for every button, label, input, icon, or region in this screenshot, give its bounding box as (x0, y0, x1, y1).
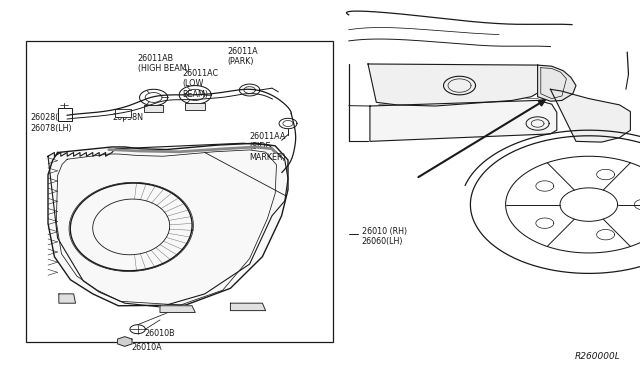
Polygon shape (48, 143, 288, 307)
Polygon shape (48, 143, 288, 306)
Bar (58, 108, 72, 121)
Text: 26011AB
(HIGH BEAM): 26011AB (HIGH BEAM) (138, 54, 189, 73)
Polygon shape (550, 89, 630, 142)
Polygon shape (230, 303, 266, 311)
Bar (115, 109, 131, 117)
Text: 26010A: 26010A (131, 343, 162, 352)
Polygon shape (59, 294, 76, 303)
Polygon shape (370, 100, 557, 141)
Bar (144, 105, 163, 112)
Text: 26028(RH)
26078(LH): 26028(RH) 26078(LH) (31, 113, 74, 133)
Text: 26011AC
(LOW
BEAM): 26011AC (LOW BEAM) (182, 69, 218, 99)
Polygon shape (538, 65, 576, 101)
Polygon shape (160, 306, 195, 312)
Text: 26010 (RH)
26060(LH): 26010 (RH) 26060(LH) (362, 227, 407, 246)
Text: 26010B: 26010B (144, 329, 175, 338)
Text: 26011A
(PARK): 26011A (PARK) (227, 46, 258, 66)
Polygon shape (368, 64, 547, 106)
Bar (185, 103, 205, 110)
Polygon shape (118, 337, 132, 346)
Text: 26011AA
(SIDE
MARKER): 26011AA (SIDE MARKER) (250, 132, 286, 162)
Text: 26038N: 26038N (112, 113, 143, 122)
Text: R260000L: R260000L (575, 352, 621, 361)
Bar (26, 41, 333, 342)
